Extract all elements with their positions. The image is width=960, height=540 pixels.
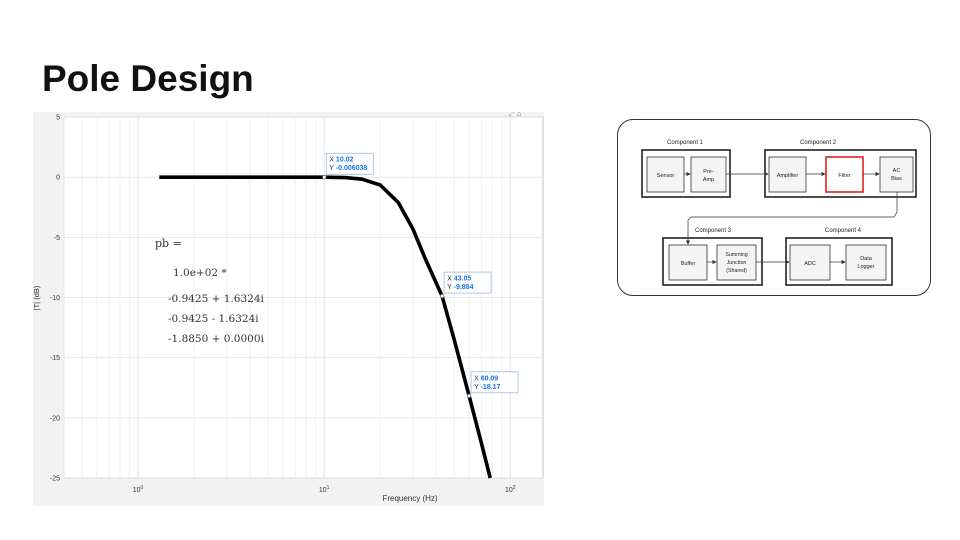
signal-chain-diagram: Component 1 Component 2 Component 3 Comp…	[617, 119, 931, 296]
component-1-title: Component 1	[667, 140, 704, 146]
x-tick-label: 100	[133, 485, 144, 494]
x-tick-labels: 100 101 102	[133, 485, 516, 494]
block-ac-bias: AC Bias	[879, 156, 914, 193]
diagram-canvas: Component 1 Component 2 Component 3 Comp…	[641, 140, 917, 286]
y-tick-label: 5	[56, 115, 60, 122]
block-buffer: Buffer	[668, 244, 708, 281]
component-3-title: Component 3	[695, 228, 732, 234]
block-preamp: Pre- Amp	[690, 156, 727, 193]
command-output-row: -1.8850 + 0.0000i	[168, 333, 265, 345]
block-label: Bias	[891, 176, 902, 182]
datatip-x-text: X 10.02	[329, 157, 353, 164]
component-2-title: Component 2	[800, 140, 837, 146]
block-label: Summing	[725, 252, 747, 258]
datatip[interactable]: X 10.02Y -0.006038	[322, 152, 374, 180]
block-label: Filter	[838, 173, 850, 179]
y-tick-label: 0	[56, 175, 60, 182]
datatip[interactable]: X 60.09 Y -18.17	[466, 371, 519, 398]
command-output: pb = 1.0e+02 * -0.9425 + 1.6324i -0.9425…	[155, 237, 265, 345]
toolbar-icons[interactable]: ⤢ ⌂	[509, 112, 521, 118]
datatip-marker	[466, 393, 472, 398]
command-output-row: -0.9425 - 1.6324i	[168, 313, 259, 325]
x-tick-label: 102	[505, 485, 516, 494]
y-tick-label: -10	[50, 295, 60, 302]
block-label: ADC	[804, 261, 816, 267]
block-label: Junction	[727, 260, 747, 266]
command-output-var: pb =	[155, 237, 182, 250]
block-label: Amp	[703, 177, 714, 183]
block-filter: Filter	[825, 156, 864, 193]
y-tick-label: -15	[50, 355, 60, 362]
slide-title: Pole Design	[42, 58, 254, 99]
datatip-box	[443, 271, 492, 294]
datatip-marker	[439, 293, 445, 299]
datatip-x-text: X 43.05	[447, 276, 471, 283]
x-tick-label: 101	[319, 485, 330, 494]
x-axis-label: Frequency (Hz)	[382, 494, 437, 503]
datatip[interactable]: X 43.05Y -9.884	[439, 271, 492, 299]
datatip-box	[470, 371, 519, 394]
block-label: Sensor	[657, 173, 675, 179]
datatip-y-text: Y -18.17	[474, 384, 500, 391]
datatip-x-text: X 60.09	[474, 375, 498, 382]
plot-canvas[interactable]: 50-5-10-15-20-25 100 101 102 ⤢ ⌂ |T| (dB) …	[33, 112, 544, 506]
datatip-box	[325, 152, 374, 175]
datatip-marker	[322, 175, 327, 180]
block-label: Logger	[857, 264, 874, 270]
y-tick-label: -25	[50, 476, 60, 483]
block-label: Buffer	[681, 261, 696, 267]
datatip-y-text: Y -0.006038	[329, 165, 367, 172]
block-label: Amplifier	[777, 173, 799, 179]
block-adc: ADC	[789, 244, 831, 281]
datatip-y-text: Y -9.884	[447, 284, 473, 291]
response-curve[interactable]	[159, 175, 492, 479]
block-summing-junction: Summing Junction (Shared)	[716, 244, 757, 281]
command-output-scale: 1.0e+02 *	[173, 267, 227, 279]
frequency-response-plot[interactable]: 5 0 -5 -10 -15 -20 -25 100 101 102 ⤢ ⌂ |T| (dB) …	[33, 112, 544, 506]
signal-arrows	[684, 171, 898, 265]
block-data-logger: Data Logger	[845, 244, 887, 281]
y-tick-label: -5	[54, 235, 60, 242]
y-axis-label: |T| (dB)	[33, 285, 41, 310]
block-amplifier: Amplifier	[768, 156, 807, 193]
block-label: AC	[893, 168, 901, 174]
block-label: Pre-	[703, 169, 714, 175]
datatips: X 10.02Y -0.006038 X 43.05Y -9.884 X 60.09…	[322, 152, 519, 398]
block-label: Data	[860, 256, 873, 262]
block-sensor: Sensor	[646, 156, 685, 193]
arrow-acbias-buffer	[685, 192, 898, 245]
component-3-frame	[662, 237, 763, 286]
block-label: (Shared)	[726, 268, 747, 274]
y-tick-labels: 5 0 -5 -10 -15 -20 -25	[50, 115, 60, 483]
y-tick-label: -20	[50, 415, 60, 422]
command-output-row: -0.9425 + 1.6324i	[168, 293, 265, 305]
component-1-frame	[641, 149, 731, 198]
component-4-title: Component 4	[825, 228, 862, 234]
